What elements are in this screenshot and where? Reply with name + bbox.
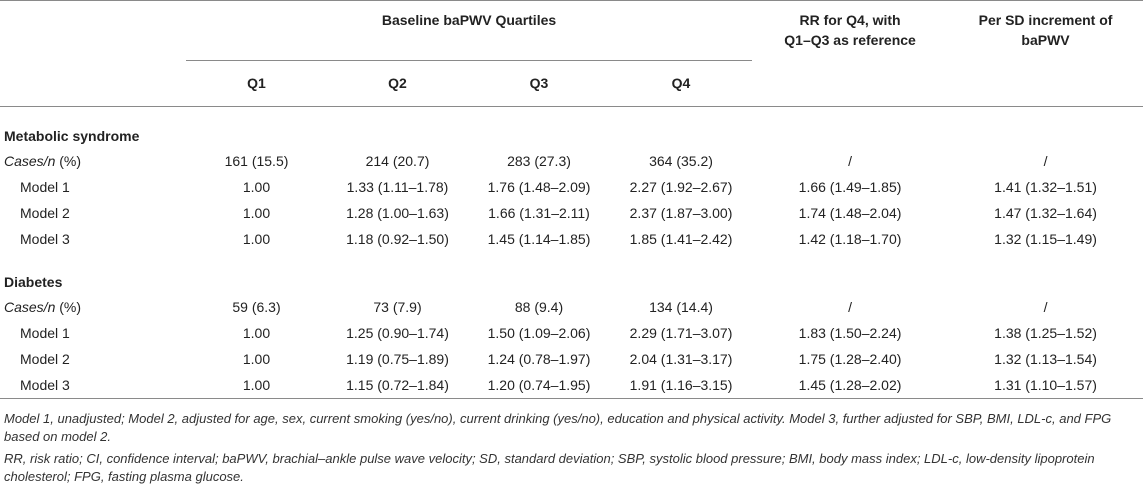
cell-rr: 1.74 (1.48–2.04) [798, 205, 902, 221]
header-corner-cell [0, 0, 186, 60]
cell-rr: 1.75 (1.28–2.40) [798, 351, 902, 367]
header-q4: Q4 [671, 75, 691, 91]
cell-q1: 1.00 [242, 179, 271, 195]
quartile-group-rule [186, 60, 752, 61]
cell-q2: 1.15 (0.72–1.84) [346, 377, 449, 393]
cell-q2: 1.28 (1.00–1.63) [346, 205, 449, 221]
cell-q4: 2.29 (1.71–3.07) [629, 325, 733, 341]
cell-sd: 1.41 (1.32–1.51) [994, 179, 1097, 195]
row-label: Model 2 [20, 351, 70, 367]
cell-q2: 214 (20.7) [365, 153, 430, 169]
table-row: Model 1 1.00 1.33 (1.11–1.78) 1.76 (1.48… [0, 174, 1143, 200]
row-label: Model 1 [20, 179, 70, 195]
cell-sd: 1.31 (1.10–1.57) [994, 377, 1097, 393]
cell-q2: 1.25 (0.90–1.74) [346, 325, 449, 341]
cell-sd: 1.32 (1.13–1.54) [994, 351, 1097, 367]
cell-q2: 73 (7.9) [373, 299, 422, 315]
cell-sd: / [1043, 299, 1048, 315]
cell-q4: 364 (35.2) [649, 153, 713, 169]
top-rule [0, 0, 1143, 1]
cell-q3: 1.24 (0.78–1.97) [487, 351, 591, 367]
cell-q3: 1.20 (0.74–1.95) [487, 377, 591, 393]
cell-q4: 2.37 (1.87–3.00) [629, 205, 733, 221]
header-q1: Q1 [247, 75, 266, 91]
header-corner-cell-2 [0, 60, 186, 106]
cell-q1: 1.00 [242, 377, 271, 393]
cell-sd: 1.38 (1.25–1.52) [994, 325, 1097, 341]
header-q2: Q2 [388, 75, 407, 91]
cell-q4: 2.04 (1.31–3.17) [629, 351, 733, 367]
cell-q1: 1.00 [242, 205, 271, 221]
cell-q3: 88 (9.4) [514, 299, 564, 315]
cell-q2: 1.19 (0.75–1.89) [346, 351, 449, 367]
sd-header-line2: baPWV [1021, 32, 1070, 48]
cell-q4: 1.91 (1.16–3.15) [629, 377, 733, 393]
cell-sd: 1.32 (1.15–1.49) [994, 231, 1097, 247]
header-bottom-rule [0, 106, 1143, 107]
cell-rr: 1.45 (1.28–2.02) [798, 377, 902, 393]
row-label: Cases/n (%) [4, 153, 82, 169]
cell-sd: 1.47 (1.32–1.64) [994, 205, 1097, 221]
table-row: Model 1 1.00 1.25 (0.90–1.74) 1.50 (1.09… [0, 320, 1143, 346]
row-label: Model 3 [20, 377, 70, 393]
cell-q3: 1.76 (1.48–2.09) [487, 179, 591, 195]
sd-column-header: Per SD increment of baPWV [948, 0, 1143, 106]
cell-rr: 1.42 (1.18–1.70) [798, 231, 902, 247]
header-q3: Q3 [529, 75, 549, 91]
cell-q1: 59 (6.3) [232, 299, 281, 315]
row-label: Cases/n (%) [4, 299, 82, 315]
cell-q1: 1.00 [242, 231, 271, 247]
table-bottom-rule [0, 398, 1143, 399]
cell-rr: 1.66 (1.49–1.85) [798, 179, 902, 195]
row-label: Model 2 [20, 205, 70, 221]
cell-q3: 1.50 (1.09–2.06) [487, 325, 591, 341]
table-row: Model 2 1.00 1.19 (0.75–1.89) 1.24 (0.78… [0, 346, 1143, 372]
cell-q1: 161 (15.5) [224, 153, 289, 169]
cell-q1: 1.00 [242, 325, 271, 341]
cell-rr: / [848, 299, 852, 315]
cell-q4: 2.27 (1.92–2.67) [629, 179, 733, 195]
table-row: Model 3 1.00 1.15 (0.72–1.84) 1.20 (0.74… [0, 372, 1143, 398]
sd-header-line1: Per SD increment of [978, 12, 1113, 28]
cell-q2: 1.18 (0.92–1.50) [346, 231, 449, 247]
table-row: Model 3 1.00 1.18 (0.92–1.50) 1.45 (1.14… [0, 226, 1143, 252]
row-label: Model 1 [20, 325, 70, 341]
table-row: Model 2 1.00 1.28 (1.00–1.63) 1.66 (1.31… [0, 200, 1143, 226]
rr-header-line1: RR for Q4, with [799, 12, 901, 28]
cell-sd: / [1043, 153, 1048, 169]
rr-column-header: RR for Q4, with Q1–Q3 as reference [752, 0, 948, 106]
cell-rr: 1.83 (1.50–2.24) [798, 325, 902, 341]
section-title-diabetes: Diabetes [4, 274, 63, 290]
cell-q3: 1.45 (1.14–1.85) [487, 231, 591, 247]
table-row: Cases/n (%) 59 (6.3) 73 (7.9) 88 (9.4) 1… [0, 294, 1143, 320]
table-row: Cases/n (%) 161 (15.5) 214 (20.7) 283 (2… [0, 148, 1143, 174]
cell-rr: / [848, 153, 852, 169]
table-footnotes: Model 1, unadjusted; Model 2, adjusted f… [4, 410, 1139, 490]
cell-q3: 1.66 (1.31–2.11) [488, 205, 590, 221]
rr-header-line2: Q1–Q3 as reference [784, 32, 916, 48]
section-title-metabolic-syndrome: Metabolic syndrome [4, 128, 140, 144]
cell-q4: 1.85 (1.41–2.42) [629, 231, 733, 247]
quartiles-group-header: Baseline baPWV Quartiles [381, 12, 557, 28]
cell-q3: 283 (27.3) [507, 153, 571, 169]
cell-q4: 134 (14.4) [649, 299, 713, 315]
row-label: Model 3 [20, 231, 70, 247]
footnote-abbreviations: RR, risk ratio; CI, confidence interval;… [4, 451, 1095, 484]
cell-q2: 1.33 (1.11–1.78) [346, 179, 449, 195]
cell-q1: 1.00 [242, 351, 271, 367]
results-table: Baseline baPWV Quartiles RR for Q4, with… [0, 0, 1143, 398]
footnote-models: Model 1, unadjusted; Model 2, adjusted f… [4, 411, 1112, 444]
